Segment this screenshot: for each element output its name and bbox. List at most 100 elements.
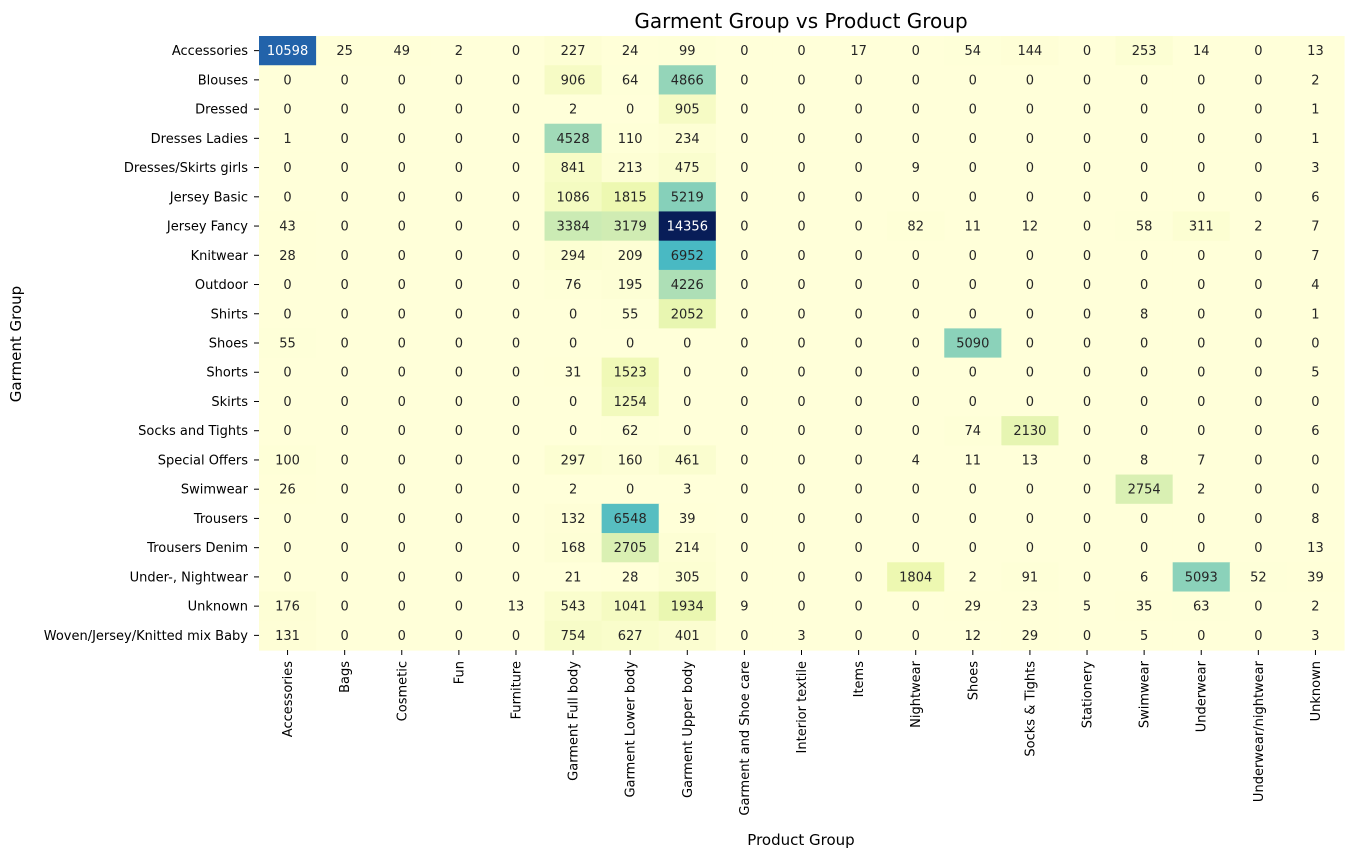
- heatmap-cell: [887, 94, 945, 125]
- cell-value-label: 0: [797, 570, 805, 585]
- heatmap-cell: [316, 386, 374, 417]
- heatmap-cell: [1058, 591, 1117, 622]
- heatmap-cell: [1001, 94, 1060, 125]
- cell-value-label: 0: [455, 512, 463, 527]
- y-tick-label-shirts: Shirts: [211, 307, 249, 322]
- heatmap-cell: [715, 357, 774, 388]
- heatmap-cell: [487, 533, 546, 563]
- heatmap-cell: [601, 211, 660, 242]
- cell-value-label: 0: [740, 190, 748, 205]
- cell-value-label: 0: [854, 337, 862, 352]
- cell-value-label: 0: [1140, 190, 1148, 205]
- cell-value-label: 0: [740, 453, 748, 468]
- cell-value-label: 0: [797, 424, 805, 439]
- cell-value-label: 0: [512, 278, 520, 293]
- cell-value-label: 841: [561, 161, 586, 176]
- cell-value-label: 5093: [1185, 570, 1218, 585]
- heatmap-cell: [316, 591, 374, 622]
- cell-value-label: 28: [279, 249, 296, 264]
- cell-value-label: 0: [512, 395, 520, 410]
- heatmap-cell: [830, 299, 888, 329]
- cell-value-label: 0: [969, 190, 977, 205]
- heatmap-cell: [430, 182, 489, 213]
- cell-value-label: 1815: [614, 190, 647, 205]
- heatmap-cell: [601, 445, 660, 476]
- cell-value-label: 0: [398, 424, 406, 439]
- heatmap-cell: [1058, 211, 1117, 242]
- cell-value-label: 2: [569, 103, 577, 118]
- heatmap-cell: [430, 533, 489, 563]
- heatmap-cell: [944, 503, 1002, 534]
- heatmap-cell: [259, 416, 317, 446]
- cell-value-label: 0: [1254, 629, 1262, 644]
- heatmap-cell: [658, 416, 717, 446]
- y-tick-label-skirts: Skirts: [211, 395, 248, 410]
- heatmap-cell: [1115, 65, 1174, 96]
- cell-value-label: 0: [341, 483, 349, 498]
- cell-value-label: 0: [1026, 307, 1034, 322]
- heatmap-cell: [658, 152, 717, 183]
- cell-value-label: 0: [1083, 366, 1091, 381]
- x-tick-label-items: Items: [852, 661, 867, 698]
- heatmap-cell: [601, 269, 660, 300]
- cell-value-label: 0: [1197, 132, 1205, 147]
- y-tick-label-dressed: Dressed: [195, 103, 248, 118]
- heatmap-cell: [487, 503, 546, 534]
- cell-value-label: 99: [679, 44, 696, 59]
- heatmap-cell: [772, 328, 831, 359]
- heatmap-cell: [1115, 240, 1174, 271]
- cell-value-label: 0: [1026, 395, 1034, 410]
- cell-value-label: 0: [283, 395, 291, 410]
- cell-value-label: 4528: [557, 132, 590, 147]
- heatmap-cell: [1001, 182, 1060, 213]
- heatmap-cell: [944, 533, 1002, 563]
- heatmap-cell: [316, 269, 374, 300]
- cell-value-label: 0: [854, 512, 862, 527]
- cell-value-label: 2754: [1128, 483, 1161, 498]
- heatmap-cell: [544, 445, 603, 476]
- cell-value-label: 0: [854, 541, 862, 556]
- cell-value-label: 0: [912, 73, 920, 88]
- y-tick-label-unknown: Unknown: [188, 600, 248, 615]
- x-tick-labels: Accessories Bags Cosmetic Fun Furniture Garme…: [281, 660, 1324, 815]
- cell-value-label: 0: [1083, 103, 1091, 118]
- heatmap-cell: [373, 445, 431, 476]
- cell-value-label: 0: [455, 483, 463, 498]
- cell-value-label: 0: [740, 278, 748, 293]
- heatmap-cell: [544, 36, 603, 66]
- heatmap-cell: [1058, 152, 1117, 183]
- heatmap-cell: [1172, 123, 1231, 154]
- heatmap-cell: [1172, 533, 1231, 563]
- cell-value-label: 0: [512, 44, 520, 59]
- cell-value-label: 0: [1140, 103, 1148, 118]
- cell-value-label: 0: [912, 307, 920, 322]
- heatmap-cell: [1229, 123, 1288, 154]
- heatmap-cell: [944, 591, 1002, 622]
- cell-value-label: 0: [740, 44, 748, 59]
- heatmap-cell: [259, 503, 317, 534]
- heatmap-cell: [1115, 591, 1174, 622]
- heatmap-cell: [715, 182, 774, 213]
- cell-value-label: 1086: [557, 190, 590, 205]
- heatmap-cell: [1115, 152, 1174, 183]
- heatmap-cell: [1286, 182, 1345, 213]
- heatmap-cell: [1058, 94, 1117, 125]
- cell-value-label: 0: [969, 366, 977, 381]
- x-tick-label-shoes: Shoes: [966, 661, 981, 700]
- cell-value-label: 227: [561, 44, 586, 59]
- cell-value-label: 0: [969, 103, 977, 118]
- heatmap-cell: [544, 299, 603, 329]
- heatmap-cell: [830, 474, 888, 505]
- heatmap-cell: [944, 562, 1002, 593]
- cell-value-label: 0: [1140, 424, 1148, 439]
- cell-value-label: 0: [455, 161, 463, 176]
- heatmap-cell: [316, 36, 374, 66]
- cell-value-label: 0: [512, 73, 520, 88]
- cell-value-label: 0: [740, 337, 748, 352]
- heatmap-cell: [1229, 211, 1288, 242]
- heatmap-cell: [1286, 65, 1345, 96]
- cell-value-label: 11: [965, 220, 982, 235]
- cell-value-label: 305: [675, 570, 700, 585]
- heatmap-cell: [715, 503, 774, 534]
- heatmap-cell: [1001, 211, 1060, 242]
